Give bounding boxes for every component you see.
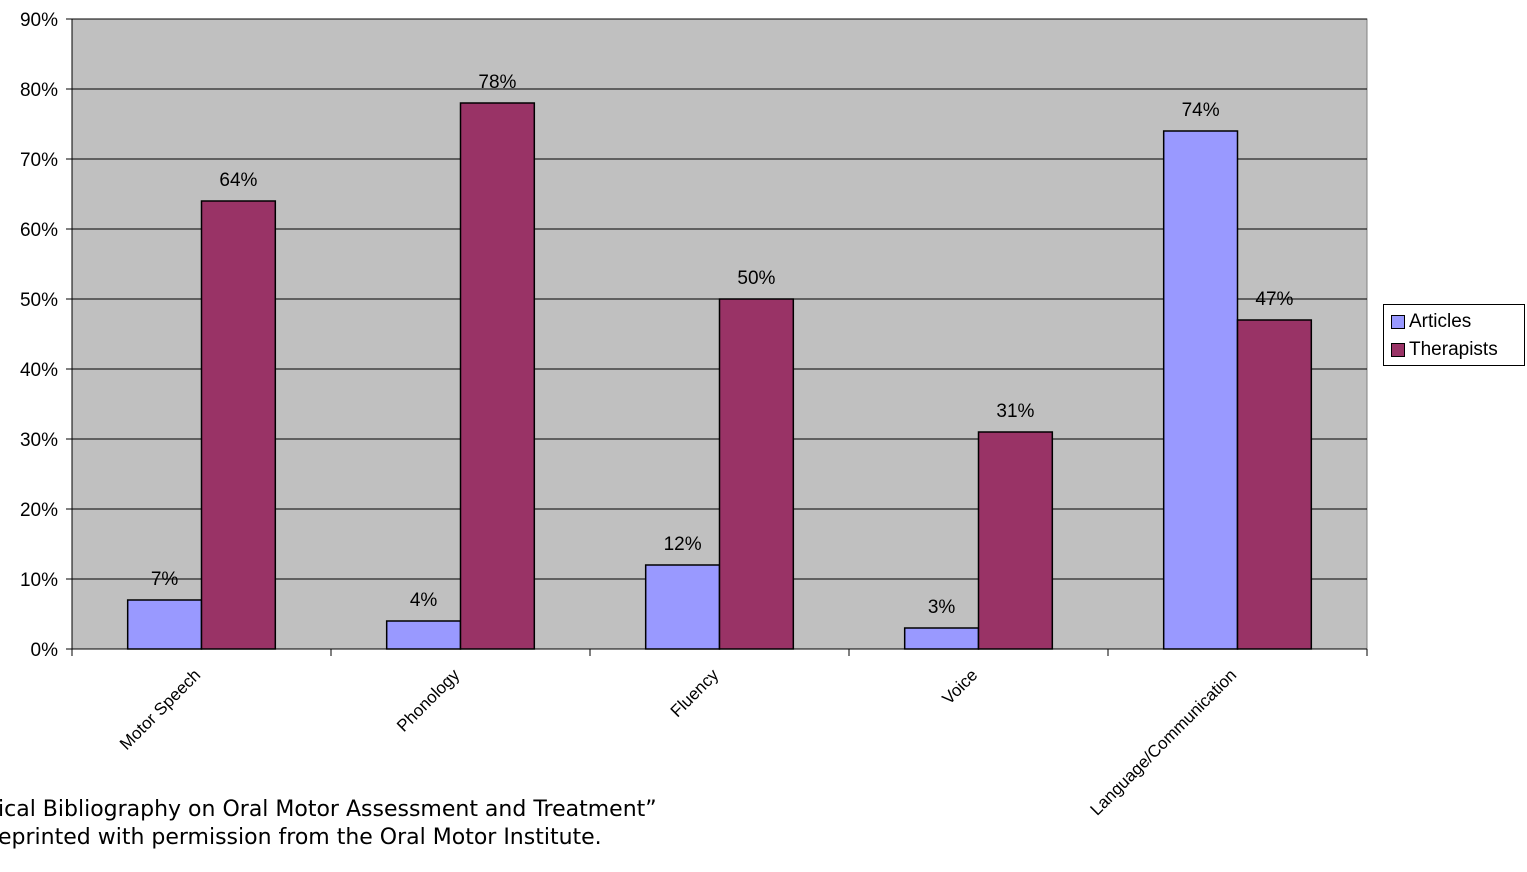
data-label: 7% (151, 569, 179, 590)
y-tick-label: 0% (31, 640, 59, 661)
bar-articles-1 (385, 620, 462, 650)
legend-swatch-therapists (1391, 343, 1405, 357)
legend-label-articles: Articles (1409, 311, 1472, 332)
data-label: 78% (478, 72, 516, 93)
gridlines (72, 18, 1367, 580)
data-label: 4% (410, 590, 438, 611)
data-label: 47% (1255, 289, 1293, 310)
data-label: 3% (928, 597, 956, 618)
caption-line-1: ical Bibliography on Oral Motor Assessme… (0, 797, 657, 822)
caption: ical Bibliography on Oral Motor Assessme… (0, 796, 657, 852)
data-label: 31% (996, 401, 1034, 422)
legend: Articles Therapists (1383, 304, 1525, 366)
data-label: 12% (664, 534, 702, 555)
bar-therapists-0 (200, 200, 277, 650)
legend-item-therapists: Therapists (1391, 336, 1524, 364)
legend-label-therapists: Therapists (1409, 339, 1498, 360)
y-tick-label: 70% (20, 150, 58, 171)
y-tick-label: 80% (20, 80, 58, 101)
y-tick-label: 60% (20, 220, 58, 241)
y-tick-label: 40% (20, 360, 58, 381)
category-label: Motor Speech (116, 665, 204, 753)
data-label: 50% (737, 268, 775, 289)
bar-articles-4 (1162, 130, 1239, 650)
bar-articles-2 (644, 564, 721, 650)
y-tick-label: 20% (20, 500, 58, 521)
bar-articles-0 (126, 599, 203, 650)
y-tick-label: 90% (20, 10, 58, 31)
category-label: Fluency (667, 665, 723, 721)
bar-therapists-3 (977, 431, 1054, 650)
y-tick-label: 10% (20, 570, 58, 591)
legend-swatch-articles (1391, 315, 1405, 329)
category-label: Voice (938, 665, 981, 708)
bar-therapists-4 (1236, 319, 1313, 650)
caption-line-2: eprinted with permission from the Oral M… (0, 825, 602, 850)
data-label: 74% (1182, 100, 1220, 121)
bar-therapists-1 (459, 102, 536, 650)
data-label: 64% (219, 170, 257, 191)
category-label: Language/Communication (1087, 665, 1241, 819)
category-label: Phonology (393, 665, 464, 736)
axes (66, 18, 1368, 656)
bar-therapists-2 (718, 298, 795, 650)
y-tick-label: 30% (20, 430, 58, 451)
y-tick-label: 50% (20, 290, 58, 311)
legend-item-articles: Articles (1391, 308, 1524, 336)
bars (126, 102, 1313, 650)
bar-articles-3 (903, 627, 980, 650)
